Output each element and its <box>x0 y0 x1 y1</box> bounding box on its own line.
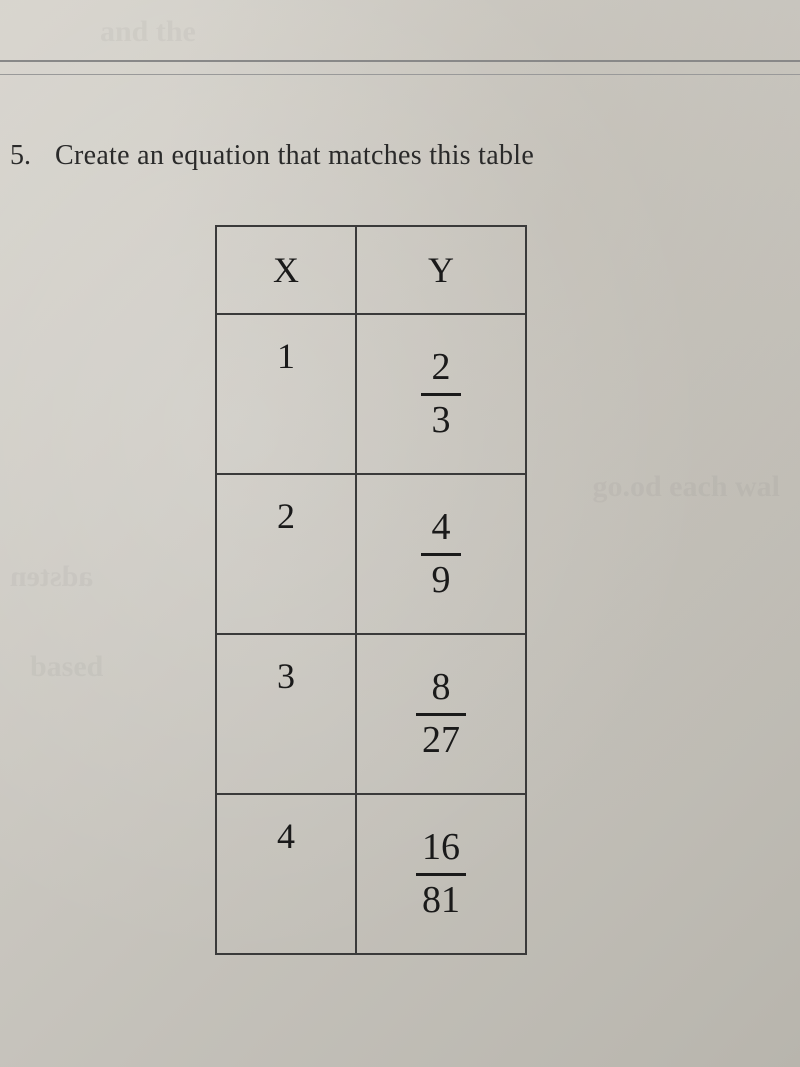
fraction: 2 3 <box>421 347 461 442</box>
question-prompt: 5. Create an equation that matches this … <box>0 140 800 172</box>
table-row: 2 4 9 <box>216 474 526 634</box>
cell-x: 3 <box>216 634 356 794</box>
fraction-denominator: 3 <box>426 396 457 442</box>
bleed-through-text: adsten <box>10 560 93 594</box>
cell-x: 4 <box>216 794 356 954</box>
cell-x: 2 <box>216 474 356 634</box>
fraction: 16 81 <box>416 827 466 922</box>
fraction-denominator: 27 <box>416 716 466 762</box>
cell-x: 1 <box>216 314 356 474</box>
page-divider-lines <box>0 60 800 90</box>
cell-y: 2 3 <box>356 314 526 474</box>
table-row: 3 8 27 <box>216 634 526 794</box>
cell-y: 16 81 <box>356 794 526 954</box>
bleed-through-text: based <box>30 650 103 684</box>
column-header-x: X <box>216 226 356 314</box>
column-header-y: Y <box>356 226 526 314</box>
question-text: Create an equation that matches this tab… <box>55 140 534 172</box>
fraction-numerator: 4 <box>426 507 457 553</box>
table-header-row: X Y <box>216 226 526 314</box>
data-table-container: X Y 1 2 3 2 4 9 3 <box>215 225 527 955</box>
fraction-numerator: 16 <box>416 827 466 873</box>
fraction-numerator: 2 <box>426 347 457 393</box>
cell-y: 8 27 <box>356 634 526 794</box>
fraction-denominator: 81 <box>416 876 466 922</box>
bleed-through-text: go.od each wal <box>593 470 781 504</box>
fraction-denominator: 9 <box>426 556 457 602</box>
fraction-numerator: 8 <box>426 667 457 713</box>
fraction: 8 27 <box>416 667 466 762</box>
table-row: 1 2 3 <box>216 314 526 474</box>
cell-y: 4 9 <box>356 474 526 634</box>
table-row: 4 16 81 <box>216 794 526 954</box>
bleed-through-text: and the <box>100 15 196 49</box>
fraction: 4 9 <box>421 507 461 602</box>
xy-table: X Y 1 2 3 2 4 9 3 <box>215 225 527 955</box>
question-number: 5. <box>10 140 31 172</box>
